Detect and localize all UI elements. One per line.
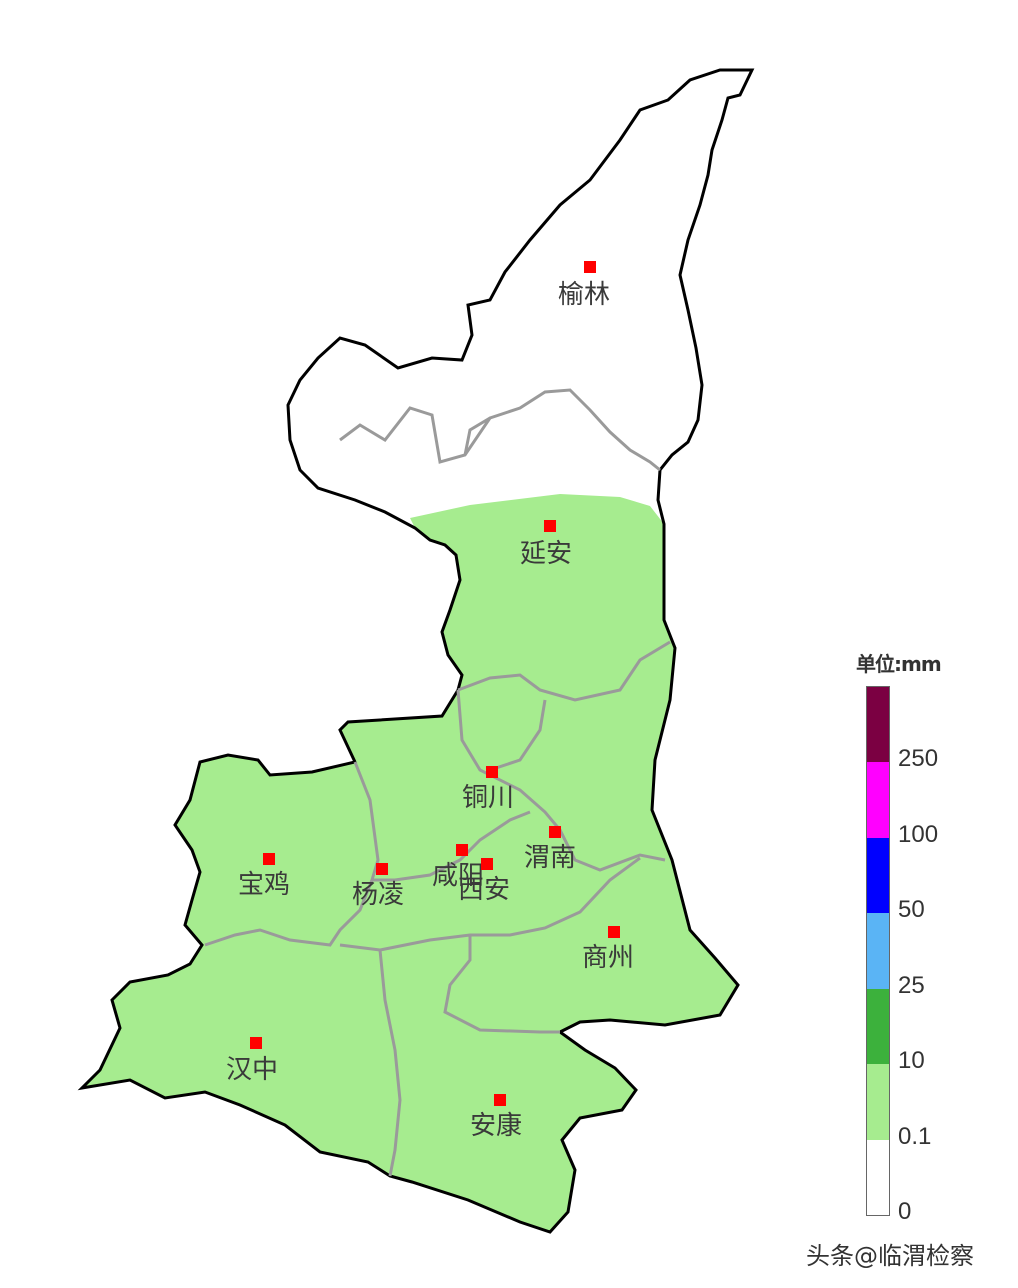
legend-tick-label: 0	[898, 1198, 912, 1225]
legend-segment-5	[867, 762, 889, 838]
legend-tick-label: 25	[898, 971, 925, 999]
city-marker-xian	[481, 858, 493, 870]
city-label-hanzhong: 汉中	[226, 1055, 278, 1085]
province-border	[77, 68, 755, 1234]
legend-tick-label: 100	[898, 820, 939, 848]
legend-color-bar	[866, 686, 890, 1216]
legend-tick-label: 0.1	[898, 1122, 932, 1150]
city-marker-hanzhong	[250, 1037, 262, 1049]
city-label-xian: 西安	[458, 875, 510, 905]
district-borders	[204, 388, 671, 1177]
city-label-weinan: 渭南	[524, 843, 576, 873]
city-marker-weinan	[549, 826, 561, 838]
legend-tick-label: 10	[898, 1047, 925, 1075]
city-label-yulin: 榆林	[558, 280, 610, 310]
city-label-ankang: 安康	[470, 1111, 522, 1141]
city-marker-shangzhou	[608, 926, 620, 938]
city-label-tongchuan: 铜川	[462, 783, 514, 813]
legend-segment-1	[867, 1064, 889, 1140]
city-marker-yulin	[584, 261, 596, 273]
city-marker-ankang	[494, 1094, 506, 1106]
legend-segment-0	[867, 1139, 889, 1215]
legend-unit-label: 单位:mm	[856, 652, 942, 676]
city-marker-xianyang	[456, 844, 468, 856]
city-marker-tongchuan	[486, 766, 498, 778]
legend-segment-3	[867, 913, 889, 989]
legend-tick-label: 250	[898, 745, 939, 773]
city-markers: 榆林 延安 铜川 渭南 咸阳 西安 杨凌 宝鸡 商州 汉中 安康	[226, 261, 634, 1141]
rain-area-0.1-10mm	[82, 494, 738, 1232]
city-marker-yangling	[376, 863, 388, 875]
legend-segment-6	[867, 687, 889, 763]
city-label-yangling: 杨凌	[352, 880, 404, 910]
city-label-baoji: 宝鸡	[238, 870, 290, 900]
city-label-shangzhou: 商州	[582, 943, 634, 973]
legend-segment-4	[867, 837, 889, 914]
legend-tick-label: 50	[898, 896, 925, 924]
watermark: 头条@临渭检察	[806, 1242, 974, 1270]
city-label-yanan: 延安	[520, 539, 572, 569]
city-label-xianyang: 咸阳	[432, 861, 484, 891]
city-marker-baoji	[263, 853, 275, 865]
legend-segment-2	[867, 988, 889, 1065]
city-marker-yanan	[544, 520, 556, 532]
